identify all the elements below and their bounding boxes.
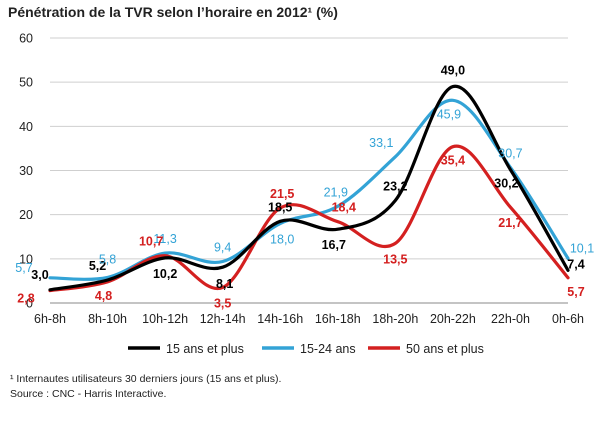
data-label: 5,7 [567,285,584,299]
y-tick-label: 10 [19,252,33,266]
footnote-note: ¹ Internautes utilisateurs 30 derniers j… [10,373,282,385]
series-line-1 [48,98,570,281]
data-label: 21,9 [324,185,348,199]
y-tick-label: 60 [19,32,33,46]
data-label: 5,2 [89,259,106,273]
data-label: 5,7 [15,261,32,275]
x-tick-label: 10h-12h [142,312,188,326]
footnotes: ¹ Internautes utilisateurs 30 derniers j… [10,372,281,402]
series-lines [48,84,570,293]
x-tick-label: 20h-22h [430,312,476,326]
y-tick-label: 20 [19,208,33,222]
x-tick-label: 8h-10h [88,312,127,326]
data-label: 18,0 [270,233,294,247]
line-chart: 0 10 20 30 40 50 60 6h-8h 8h-10h 10h-12h 12h-14h 1… [15,32,594,357]
y-tick-label: 40 [19,120,33,134]
x-tick-label: 6h-8h [34,312,66,326]
data-label: 7,4 [567,257,584,271]
x-tick-label: 16h-18h [315,312,361,326]
data-label: 21,5 [270,187,294,201]
data-label: 49,0 [441,64,465,78]
series-line-2 [48,144,570,293]
data-label: 13,5 [383,252,407,266]
legend: 15 ans et plus 15-24 ans 50 ans et plus [128,342,484,356]
x-axis-ticks: 6h-8h 8h-10h 10h-12h 12h-14h 14h-16h 16h-18h 1… [34,312,584,326]
legend-label-2: 50 ans et plus [406,342,484,356]
data-labels: 3,0 5,2 10,2 8,1 18,5 16,7 23,2 49,0 30,2 7,4 5,7 5… [15,64,594,311]
series-line-0 [48,84,570,292]
y-tick-label: 30 [19,164,33,178]
data-label: 21,7 [498,216,522,230]
data-label: 10,7 [139,235,163,249]
data-label: 11,3 [153,232,176,246]
legend-label-0: 15 ans et plus [166,342,244,356]
data-label: 23,2 [383,180,407,194]
data-label: 10,2 [153,267,177,281]
chart-title: Pénétration de la TVR selon l’horaire en… [8,4,338,20]
data-label: 18,5 [268,200,292,214]
data-label: 5,8 [99,252,116,266]
data-label: 9,4 [214,240,231,254]
data-label: 3,5 [214,297,231,311]
data-label: 10,1 [570,241,594,255]
data-label: 33,1 [369,136,393,150]
legend-label-1: 15-24 ans [300,342,356,356]
data-label: 30,2 [494,177,518,191]
gridlines [50,37,568,304]
y-tick-label: 50 [19,76,33,90]
data-label: 18,4 [332,201,356,215]
x-tick-label: 12h-14h [200,312,246,326]
y-axis-ticks: 0 10 20 30 40 50 60 [19,32,33,311]
x-tick-label: 18h-20h [372,312,418,326]
data-label: 45,9 [437,107,461,121]
data-label: 4,8 [95,289,112,303]
y-tick-label: 0 [26,297,33,311]
data-label: 8,1 [216,277,233,291]
data-label: 30,7 [498,146,522,160]
data-label: 16,7 [322,238,346,252]
x-tick-label: 0h-6h [552,312,584,326]
data-label: 2,8 [17,292,34,306]
data-label: 3,0 [31,268,48,282]
x-tick-label: 22h-0h [491,312,530,326]
x-tick-label: 14h-16h [257,312,303,326]
data-label: 35,4 [441,154,465,168]
footnote-source: Source : CNC - Harris Interactive. [10,388,167,400]
